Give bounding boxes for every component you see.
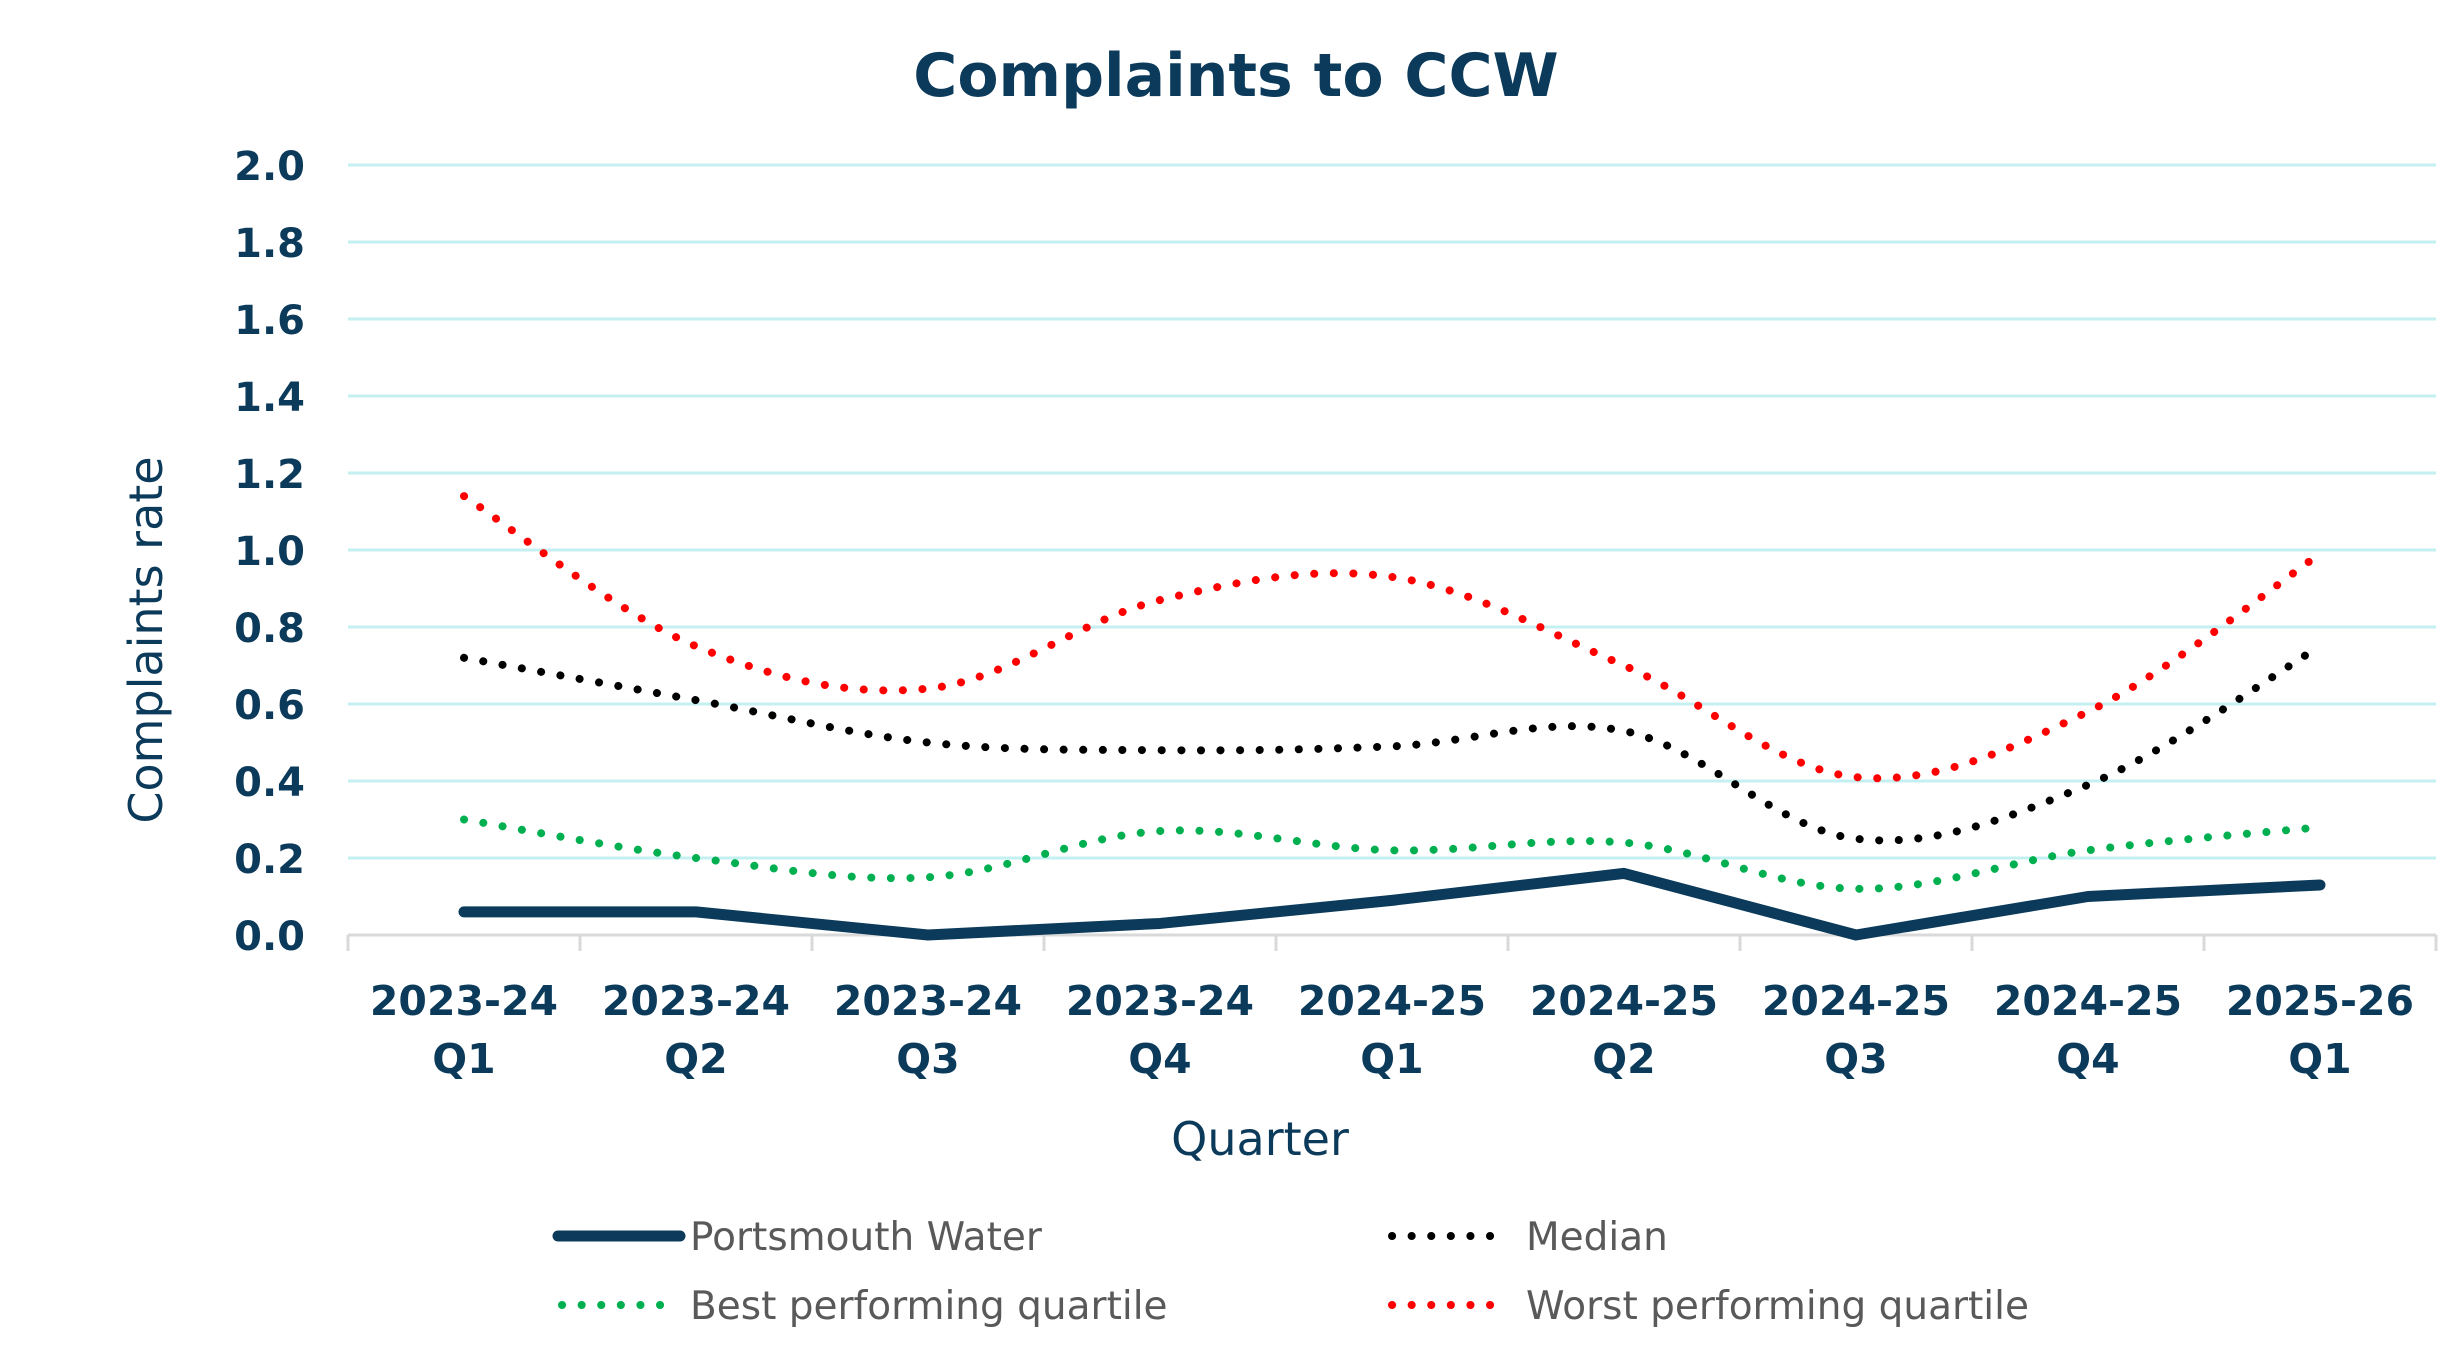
chart-title: Complaints to CCW	[913, 41, 1558, 111]
data-point	[1158, 748, 1162, 752]
y-tick-label: 1.2	[234, 452, 305, 498]
series-median	[460, 642, 2324, 845]
y-tick-label: 0.2	[234, 837, 305, 883]
data-point	[1390, 575, 1394, 579]
data-point	[1158, 598, 1162, 602]
data-point	[462, 494, 466, 498]
y-tick-label: 1.6	[234, 298, 305, 344]
data-point	[1390, 848, 1394, 852]
legend-label: Best performing quartile	[690, 1284, 1168, 1329]
data-point	[1854, 887, 1858, 891]
y-tick-label: 1.8	[234, 221, 305, 267]
data-point	[1854, 837, 1858, 841]
x-tick-label: 2024-25 Q2	[1530, 977, 1718, 1083]
x-axis-ticks: 2023-24 Q1 2023-24 Q2 2023-24 Q3 2023-24 Q4 2024…	[370, 977, 2414, 1083]
y-tick-label: 2.0	[234, 144, 305, 190]
y-tick-label: 0.0	[234, 914, 305, 960]
data-point	[1390, 744, 1394, 748]
data-point	[2318, 644, 2322, 648]
series-line	[460, 642, 2324, 845]
x-tick-label: 2024-25 Q3	[1762, 977, 1950, 1083]
legend-item-median: Median	[1388, 1215, 1668, 1260]
series-best-quartile	[460, 815, 2324, 893]
x-tick-label: 2023-24 Q1	[370, 977, 558, 1083]
series-worst-quartile	[460, 492, 2324, 783]
x-tick-label: 2025-26 Q1	[2226, 977, 2414, 1083]
series-portsmouth-water	[458, 867, 2326, 941]
x-tick-label: 2024-25 Q1	[1298, 977, 1486, 1083]
y-tick-label: 0.8	[234, 606, 305, 652]
data-point	[2318, 883, 2322, 887]
legend-label: Worst performing quartile	[1526, 1284, 2029, 1329]
data-point	[462, 656, 466, 660]
y-axis-title: Complaints rate	[119, 456, 173, 823]
x-axis-title: Quarter	[1171, 1112, 1349, 1166]
x-tick-label: 2023-24 Q2	[602, 977, 790, 1083]
y-tick-label: 1.4	[234, 375, 305, 421]
data-point	[1158, 921, 1162, 925]
legend-item-worst-quartile: Worst performing quartile	[1388, 1284, 2029, 1329]
data-point	[2086, 783, 2090, 787]
data-point	[694, 644, 698, 648]
data-point	[1622, 871, 1626, 875]
y-axis-ticks: 0.0 0.2 0.4 0.6 0.8 1.0 1.2 1.4 1.6 1.8 2.0	[234, 144, 305, 960]
data-point	[1158, 829, 1162, 833]
data-point	[462, 818, 466, 822]
data-point	[1854, 775, 1858, 779]
data-point	[694, 910, 698, 914]
data-point	[1390, 898, 1394, 902]
data-point	[926, 875, 930, 879]
data-point	[1622, 841, 1626, 845]
data-point	[2086, 710, 2090, 714]
legend-label: Median	[1526, 1215, 1668, 1260]
series-line	[460, 492, 2324, 783]
data-point	[694, 698, 698, 702]
series-layer	[458, 492, 2326, 941]
data-point	[2318, 825, 2322, 829]
series-line	[460, 815, 2324, 893]
x-tick-label: 2023-24 Q3	[834, 977, 1022, 1083]
y-tick-label: 0.6	[234, 683, 305, 729]
x-tick-label: 2024-25 Q4	[1994, 977, 2182, 1083]
data-point	[2086, 895, 2090, 899]
legend-label: Portsmouth Water	[690, 1215, 1043, 1260]
x-axis	[346, 933, 2438, 951]
data-point	[1622, 729, 1626, 733]
x-tick-label: 2023-24 Q4	[1066, 977, 1254, 1083]
y-tick-label: 1.0	[234, 529, 305, 575]
data-point	[1854, 933, 1858, 937]
y-tick-label: 0.4	[234, 760, 305, 806]
legend-item-portsmouth-water: Portsmouth Water	[552, 1215, 1043, 1260]
gridlines	[348, 163, 2436, 860]
data-point	[2086, 848, 2090, 852]
data-point	[926, 933, 930, 937]
legend-item-best-quartile: Best performing quartile	[558, 1284, 1168, 1329]
data-point	[1622, 664, 1626, 668]
data-point	[926, 687, 930, 691]
data-point	[2318, 552, 2322, 556]
data-point	[694, 856, 698, 860]
legend: Portsmouth Water Median Best performing qu…	[552, 1215, 2029, 1329]
series-line	[458, 867, 2326, 941]
data-point	[926, 741, 930, 745]
data-point	[462, 910, 466, 914]
